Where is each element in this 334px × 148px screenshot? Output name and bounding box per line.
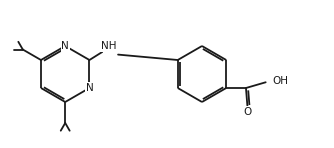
Text: O: O bbox=[243, 107, 252, 116]
Text: H: H bbox=[103, 44, 111, 54]
Text: OH: OH bbox=[273, 76, 289, 86]
Text: N: N bbox=[61, 41, 69, 51]
Text: N: N bbox=[86, 83, 93, 93]
Text: NH: NH bbox=[101, 41, 116, 51]
